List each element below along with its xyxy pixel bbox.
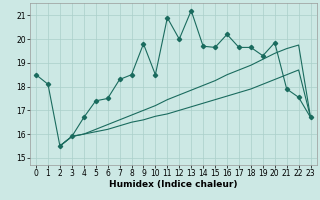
X-axis label: Humidex (Indice chaleur): Humidex (Indice chaleur) [109, 180, 237, 189]
